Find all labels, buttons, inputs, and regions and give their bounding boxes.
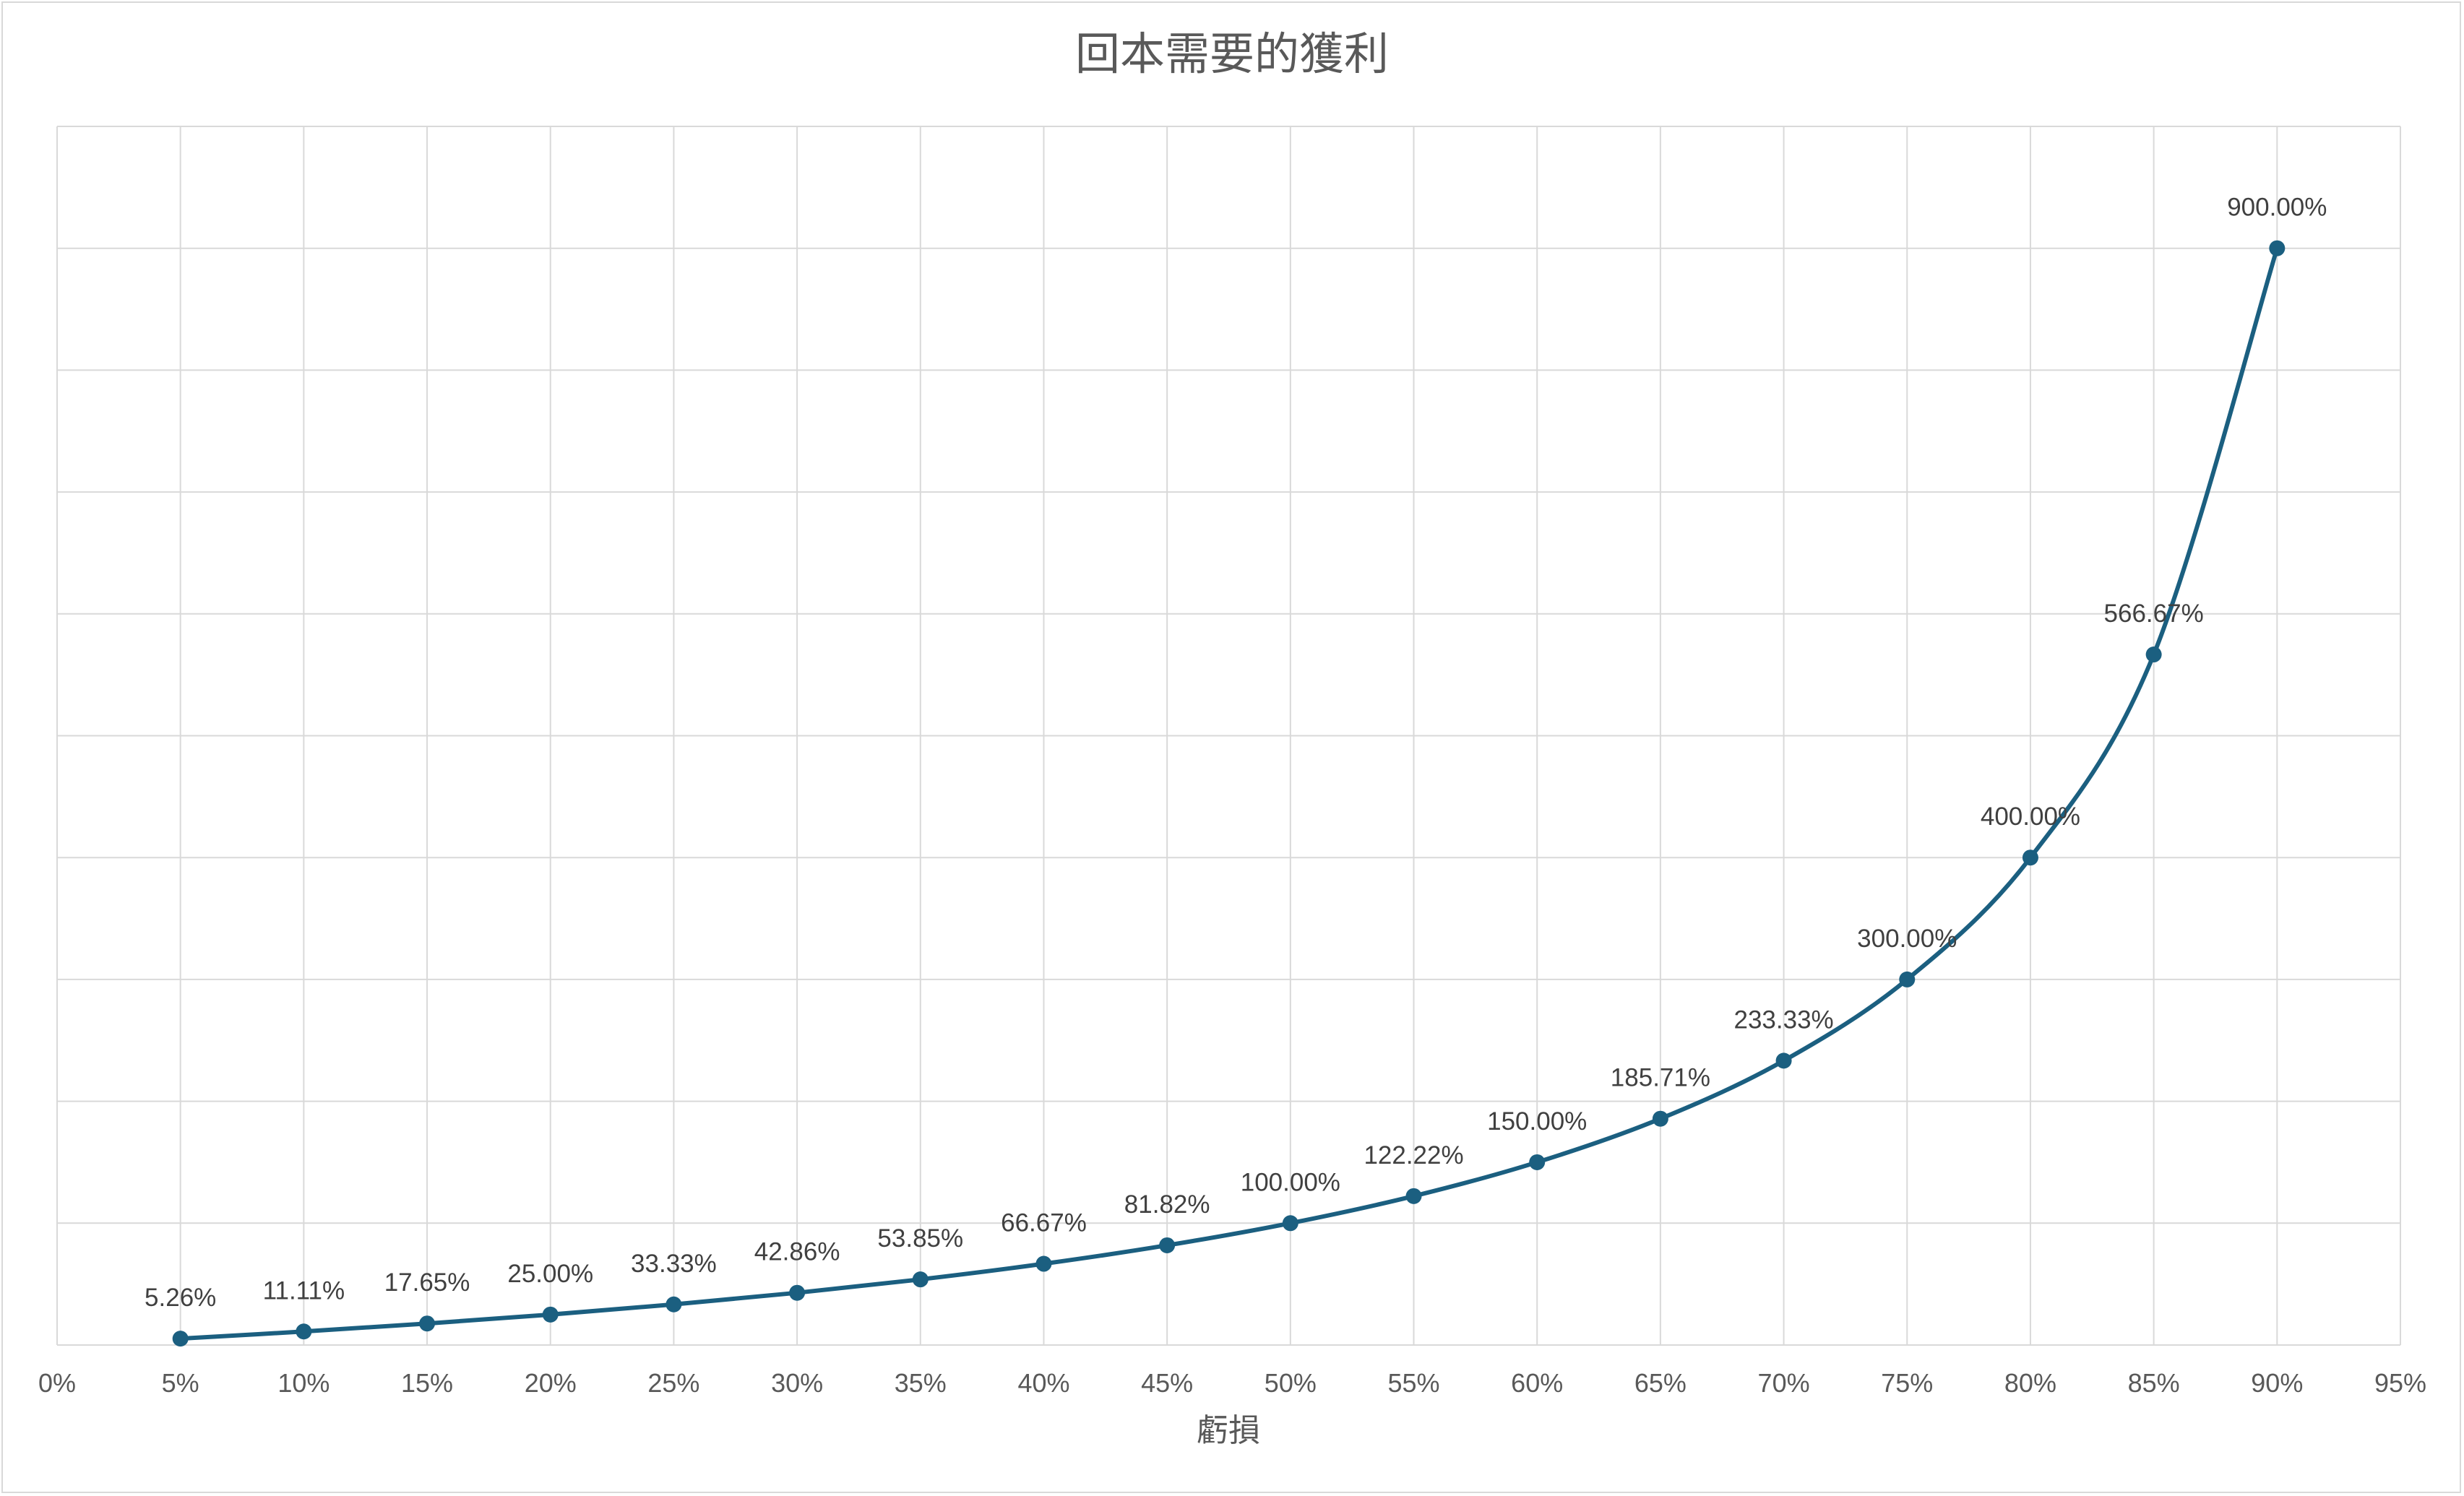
data-label: 566.67% [2104,600,2204,628]
data-label: 25.00% [507,1260,593,1288]
data-point [1159,1237,1176,1253]
x-tick-label: 15% [401,1368,453,1398]
data-label: 42.86% [754,1238,840,1266]
gridlines [56,126,2401,1346]
x-tick-label: 0% [38,1368,76,1398]
x-tick-label: 55% [1387,1368,1439,1398]
data-label: 11.11% [263,1276,345,1305]
x-tick-label: 90% [2251,1368,2303,1398]
data-point [1775,1052,1792,1069]
data-point [2022,849,2038,866]
data-label: 400.00% [1981,803,2080,831]
data-label: 53.85% [877,1224,963,1253]
x-tick-label: 10% [277,1368,329,1398]
data-point [1035,1255,1052,1272]
data-point [1899,971,1916,987]
x-tick-label: 80% [2004,1368,2056,1398]
x-tick-label: 85% [2128,1368,2180,1398]
x-tick-label: 45% [1141,1368,1193,1398]
x-tick-label: 25% [647,1368,699,1398]
x-tick-label: 75% [1881,1368,1933,1398]
data-point [912,1271,929,1288]
data-point [1405,1188,1422,1204]
x-tick-label: 65% [1634,1368,1687,1398]
data-point [1652,1110,1668,1127]
data-label: 233.33% [1733,1006,1833,1034]
x-tick-label: 5% [162,1368,199,1398]
x-tick-label: 95% [2374,1368,2426,1398]
data-label: 81.82% [1124,1190,1210,1219]
x-tick-label: 40% [1017,1368,1069,1398]
x-axis-tick-labels: 0% 5% 10% 15% 20% 25% 30% 35% 40% 45% 50% 55% 60% 65%… [38,1368,2426,1398]
data-label: 185.71% [1611,1064,1710,1092]
x-tick-label: 20% [525,1368,577,1398]
x-tick-label: 35% [895,1368,947,1398]
data-point [296,1323,312,1340]
x-axis-title: 虧損 [1197,1412,1260,1449]
data-label: 150.00% [1487,1107,1587,1136]
x-tick-label: 60% [1511,1368,1563,1398]
chart-title: 回本需要的獲利 [1075,27,1389,80]
data-point [665,1296,682,1313]
data-label: 33.33% [631,1250,717,1278]
data-label: 300.00% [1857,925,1957,953]
x-tick-label: 70% [1758,1368,1810,1398]
series-layer [172,240,2286,1347]
data-label: 66.67% [1001,1209,1087,1237]
data-point [542,1306,559,1323]
data-point [1529,1154,1546,1170]
series-line [178,246,2280,1341]
data-point [172,1331,189,1347]
data-point [2269,240,2286,256]
data-point [789,1284,806,1301]
data-point [419,1315,436,1332]
data-label: 122.22% [1364,1141,1463,1169]
data-point [1282,1215,1298,1232]
data-label: 900.00% [2227,194,2327,222]
data-point [2145,647,2162,663]
x-tick-label: 50% [1265,1368,1317,1398]
data-label: 100.00% [1241,1168,1340,1196]
data-label: 5.26% [145,1284,216,1312]
data-label: 17.65% [384,1268,470,1297]
data-labels: 5.26% 11.11% 17.65% 25.00% 33.33% 42.86% 53.85… [145,194,2327,1312]
x-tick-label: 30% [771,1368,823,1398]
